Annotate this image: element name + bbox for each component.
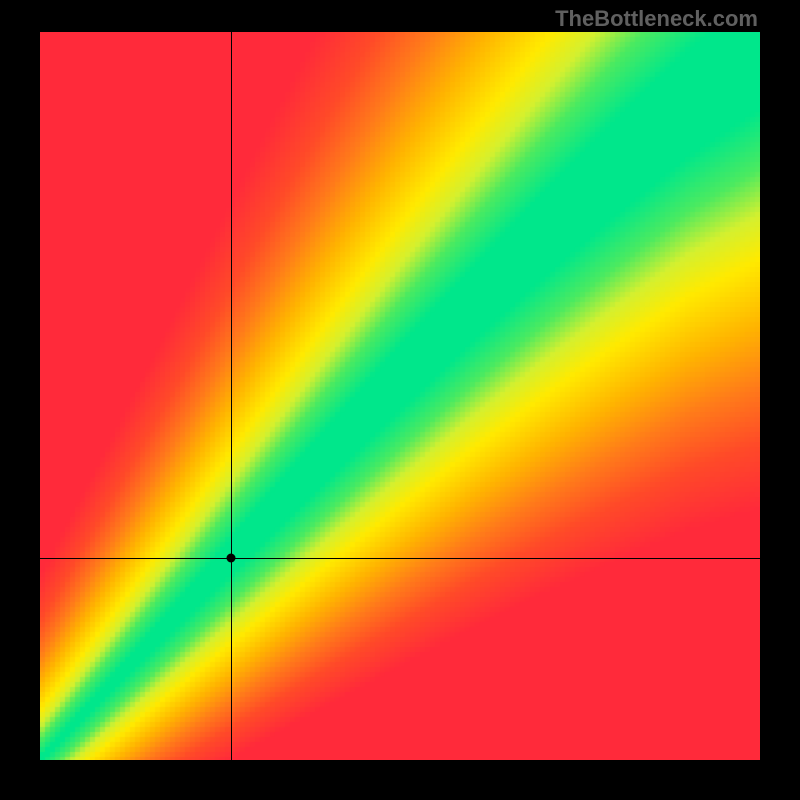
crosshair-horizontal — [40, 558, 760, 559]
heatmap-canvas — [40, 32, 760, 760]
heatmap-plot — [40, 32, 760, 760]
selected-point-marker — [226, 553, 235, 562]
watermark-text: TheBottleneck.com — [555, 6, 758, 32]
crosshair-vertical — [231, 32, 232, 760]
